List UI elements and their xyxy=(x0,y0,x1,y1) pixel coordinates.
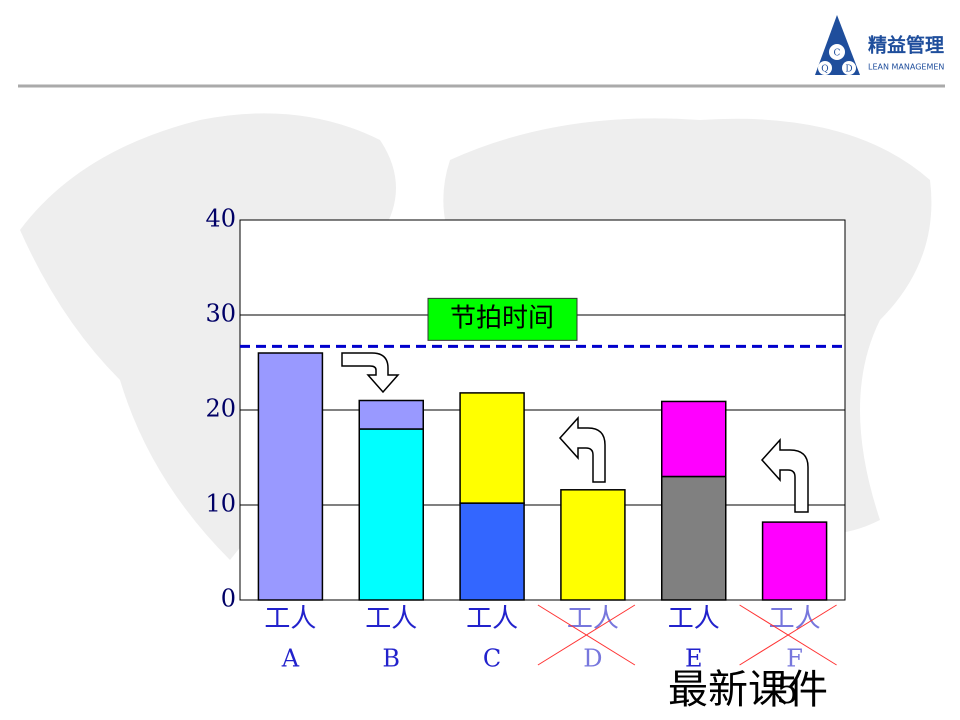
bar-segment xyxy=(459,392,525,504)
bar-segment xyxy=(661,475,727,601)
takt-label-box xyxy=(427,297,578,341)
cross-out xyxy=(739,604,837,666)
bar-segment xyxy=(661,400,727,478)
x-tick-label: 工人 xyxy=(668,604,720,634)
x-tick-label: D xyxy=(583,645,602,673)
bar-segment xyxy=(761,521,828,601)
y-tick-label: 0 xyxy=(221,585,236,613)
bar-segment xyxy=(358,428,424,601)
takt-label: 节拍时间 xyxy=(450,303,554,333)
logo-letter: Q xyxy=(821,65,828,75)
x-tick-label: F xyxy=(786,645,803,673)
x-tick-label: 工人 xyxy=(365,604,417,634)
y-tick-label: 20 xyxy=(205,395,236,423)
logo-letter: C xyxy=(834,49,841,59)
bar-segment xyxy=(459,502,525,601)
x-tick-label: 工人 xyxy=(769,604,821,634)
y-tick-label: 10 xyxy=(205,490,236,518)
footer-text: 最新课件 xyxy=(668,667,828,713)
x-tick-label: 工人 xyxy=(264,604,316,634)
logo-text: 精益管理 xyxy=(868,34,944,57)
x-tick-label: B xyxy=(382,645,400,673)
logo-letter: D xyxy=(845,65,852,75)
arrows xyxy=(341,352,809,513)
cross-out xyxy=(537,604,636,666)
bar-segment xyxy=(560,489,626,601)
x-tick-label: E xyxy=(685,645,703,673)
x-tick-label: C xyxy=(483,645,501,673)
x-tick-label: 工人 xyxy=(567,604,619,634)
logo: C Q D 精益管理 LEAN MANAGEMEN xyxy=(815,15,944,75)
bar-segment xyxy=(358,399,424,430)
y-tick-label: 30 xyxy=(205,300,236,328)
page-number: 5 xyxy=(776,671,799,712)
chart: 0 10 20 30 40 工人 A 工人 B 工人 C 工人 D 工人 E 工人 F 节拍时间 xyxy=(205,205,845,673)
x-tick-label: 工人 xyxy=(466,604,518,634)
bar-segment xyxy=(257,352,324,601)
logo-subtext: LEAN MANAGEMEN xyxy=(868,63,944,72)
x-tick-label: A xyxy=(281,645,300,673)
y-tick-label: 40 xyxy=(205,205,236,233)
